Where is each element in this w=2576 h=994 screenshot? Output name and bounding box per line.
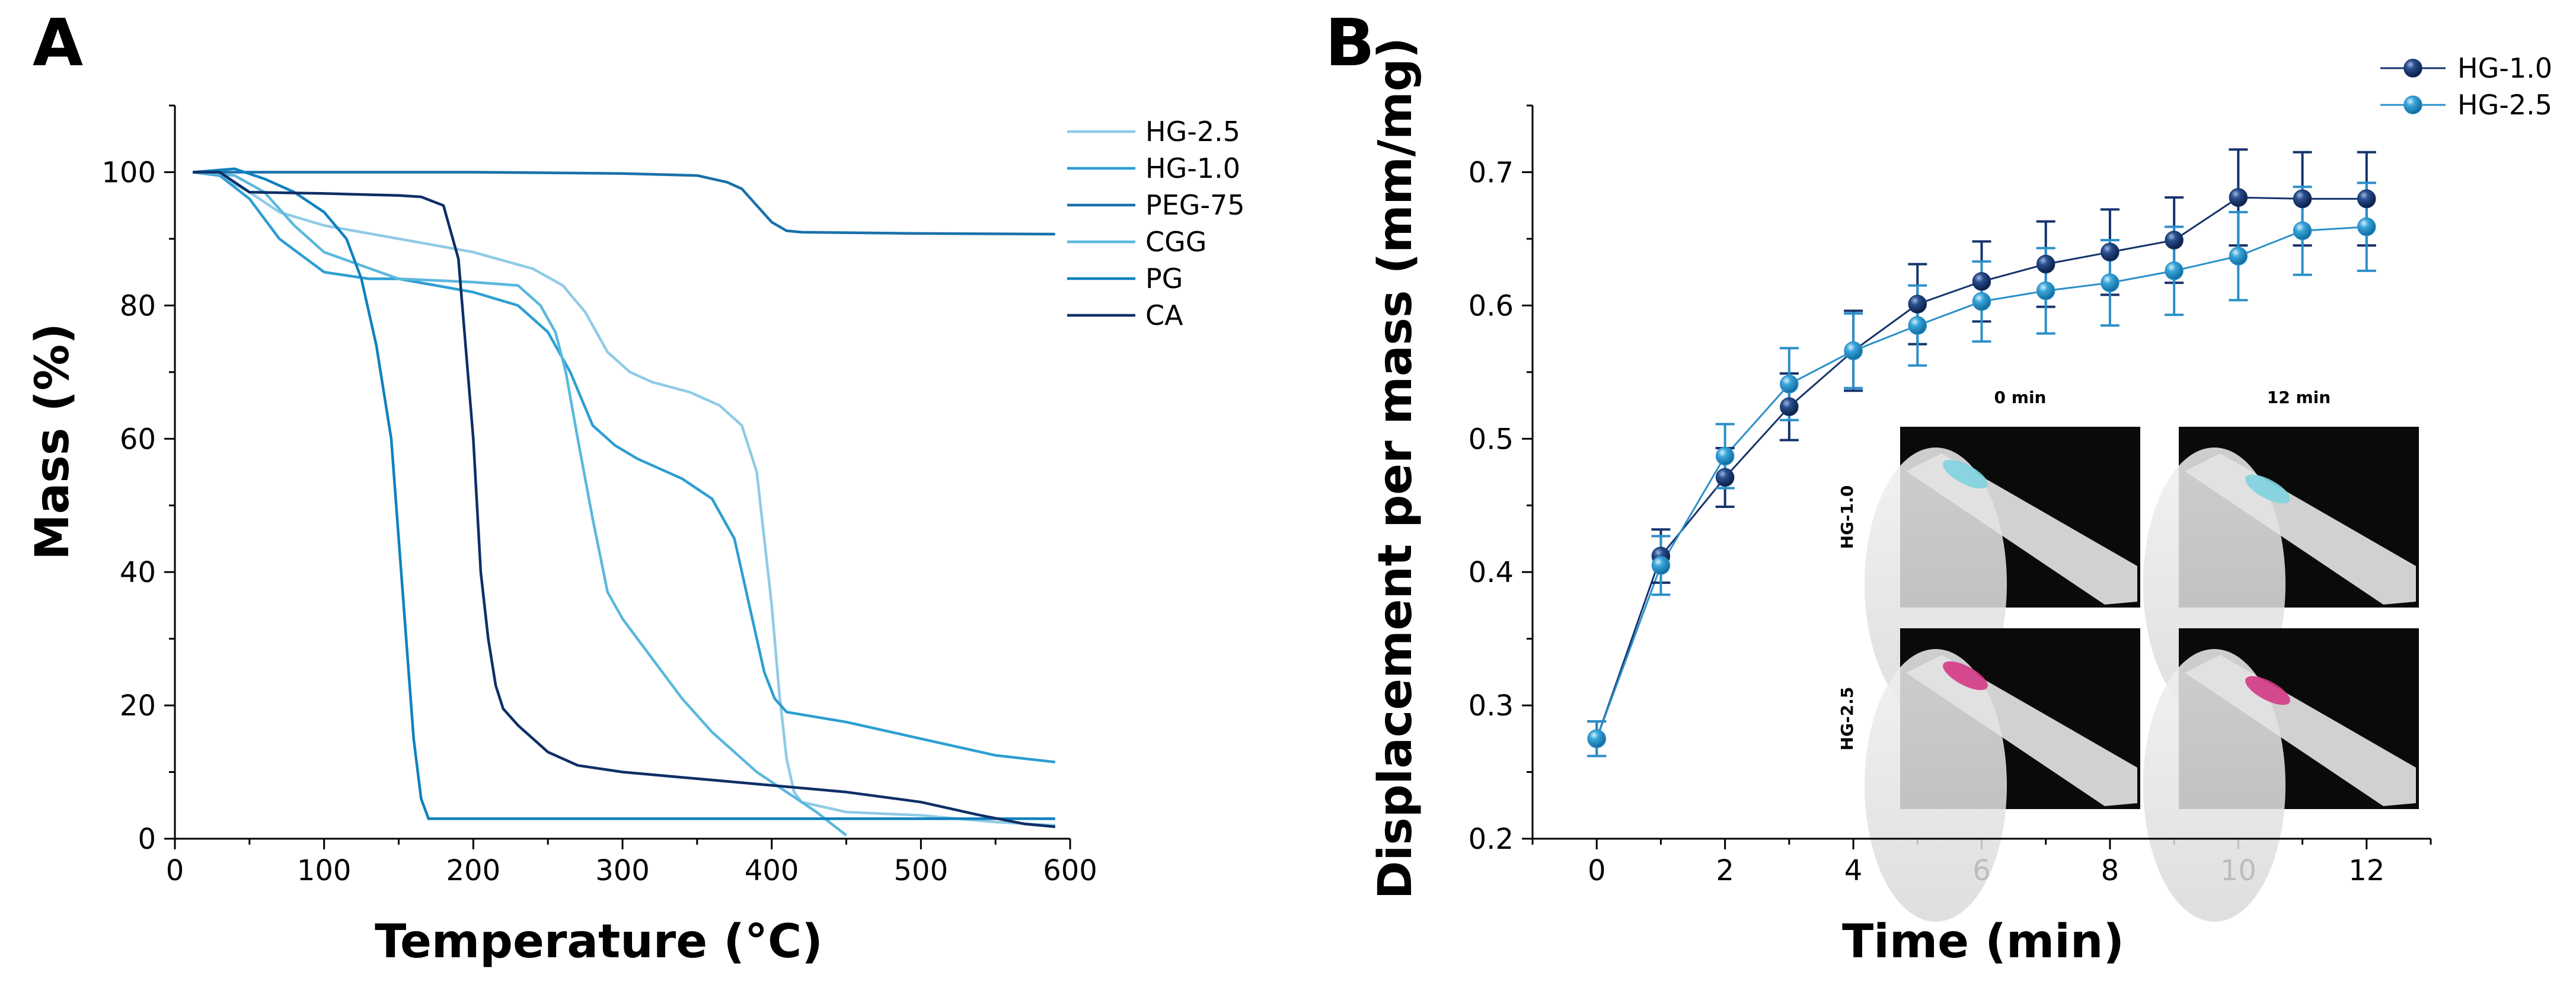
b-x-tick-label: 0 (1588, 854, 1606, 887)
petri-dish (1865, 649, 2007, 922)
a-y-tick-label: 100 (101, 156, 156, 189)
a-legend-label: CA (1145, 299, 1183, 331)
b-data-point (1908, 295, 1927, 314)
gel-drop (2245, 676, 2290, 705)
b-data-point (2293, 221, 2312, 241)
b-data-point (1715, 468, 1735, 487)
a-series-pg-line (193, 167, 1055, 820)
b-y-tick-label: 0.7 (1469, 156, 1514, 189)
a-series-ca-line (193, 171, 1056, 829)
glass-slide (1906, 453, 2137, 605)
b-legend: HG-1.0 HG-2.5 (2380, 52, 2552, 121)
b-y-tick-label: 0.6 (1469, 289, 1514, 322)
b-data-point (2229, 247, 2248, 266)
inset-row-label: HG-1.0 (1837, 485, 1857, 549)
b-data-point (2165, 261, 2184, 280)
b-series-layer (1587, 148, 2376, 758)
a-y-tick-label: 0 (138, 823, 156, 856)
a-axes (174, 106, 1070, 840)
a-legend-label: CGG (1145, 226, 1206, 258)
a-y-tick-label: 20 (120, 689, 156, 723)
a-series-peg-75-line (193, 171, 1055, 236)
a-y-tick-label: 60 (120, 423, 156, 456)
a-legend-label: PEG-75 (1145, 189, 1245, 221)
a-y-tick-label: 80 (120, 289, 156, 322)
b-data-point (2229, 188, 2248, 207)
inset-photo (1865, 628, 2140, 922)
b-data-point (2165, 231, 2184, 250)
petri-dish (2143, 649, 2285, 922)
inset-row-label: HG-2.5 (1837, 687, 1857, 751)
inset-column-label: 12 min (2267, 388, 2331, 407)
b-data-point (1587, 729, 1606, 749)
b-data-point (1780, 375, 1799, 394)
b-data-point (2293, 189, 2312, 209)
inset-photo (2143, 628, 2419, 922)
a-x-tick-label: 300 (595, 854, 650, 887)
b-y-tick-label: 0.2 (1469, 823, 1514, 856)
b-data-point (2357, 189, 2376, 209)
b-y-tick-label: 0.5 (1469, 423, 1514, 456)
b-data-point (1715, 446, 1735, 466)
b-legend-label: HG-1.0 (2457, 52, 2552, 84)
a-series-cgg-line (193, 171, 847, 837)
b-data-point (2036, 281, 2055, 301)
glass-slide (1906, 655, 2137, 806)
glass-slide (2185, 655, 2416, 806)
a-x-tick-label: 0 (166, 854, 184, 887)
b-data-point (1780, 397, 1799, 417)
b-data-point (2036, 254, 2055, 274)
b-data-point (1844, 341, 1863, 360)
panel-label-b: B (1325, 5, 1375, 81)
b-x-tick-label: 2 (1716, 854, 1734, 887)
b-data-point (1972, 292, 1991, 311)
inset-column-label: 0 min (1994, 388, 2047, 407)
a-x-axis-title: Temperature (°C) (375, 915, 823, 969)
b-y-axis-title: Displacement per mass (mm/mg) (1369, 37, 1422, 899)
chart-panel-a: 0 100 200 300 400 500 600 0 20 40 60 80 100 Temperat… (26, 104, 1245, 969)
a-x-tick-label: 100 (297, 854, 352, 887)
a-ticks: 0 100 200 300 400 500 600 0 20 40 60 80 100 (101, 104, 1097, 887)
a-x-tick-label: 500 (894, 854, 949, 887)
b-y-tick-label: 0.4 (1469, 556, 1514, 589)
b-data-point (1908, 316, 1927, 335)
gel-drop (1943, 661, 1988, 691)
b-data-point (2101, 242, 2119, 262)
b-data-point (1972, 272, 1991, 291)
a-series-hg-2.5-line (192, 171, 1055, 827)
a-series-layer (192, 167, 1056, 837)
b-legend-marker (2403, 95, 2422, 114)
gel-drop (2245, 474, 2290, 504)
b-legend-marker (2403, 59, 2422, 78)
b-x-tick-label: 4 (1844, 854, 1863, 887)
b-data-point (2357, 217, 2376, 236)
panel-label-a: A (33, 5, 83, 81)
glass-slide (2185, 453, 2416, 605)
a-legend: HG-2.5 HG-1.0 PEG-75 CGG PG CA (1067, 116, 1245, 331)
a-y-tick-label: 40 (120, 556, 156, 589)
b-photo-inset: 0 min 12 min HG-1.0 HG-2.5 (1837, 388, 2419, 922)
a-y-axis-title: Mass (%) (26, 323, 79, 560)
a-x-tick-label: 600 (1043, 854, 1097, 887)
b-x-tick-label: 8 (2101, 854, 2119, 887)
b-y-tick-label: 0.3 (1469, 689, 1514, 723)
b-data-point (1651, 556, 1671, 575)
b-x-axis-title: Time (min) (1842, 915, 2124, 969)
a-series-hg-1.0-line (192, 171, 1056, 763)
b-x-tick-label: 12 (2348, 854, 2385, 887)
a-x-tick-label: 200 (446, 854, 501, 887)
gel-drop (1943, 459, 1988, 489)
a-legend-label: HG-1.0 (1145, 152, 1240, 184)
b-data-point (2101, 273, 2119, 292)
b-legend-label: HG-2.5 (2457, 89, 2552, 121)
b-axes (1531, 106, 2431, 840)
a-x-tick-label: 400 (745, 854, 799, 887)
a-legend-label: PG (1145, 263, 1183, 295)
a-legend-label: HG-2.5 (1145, 116, 1240, 148)
